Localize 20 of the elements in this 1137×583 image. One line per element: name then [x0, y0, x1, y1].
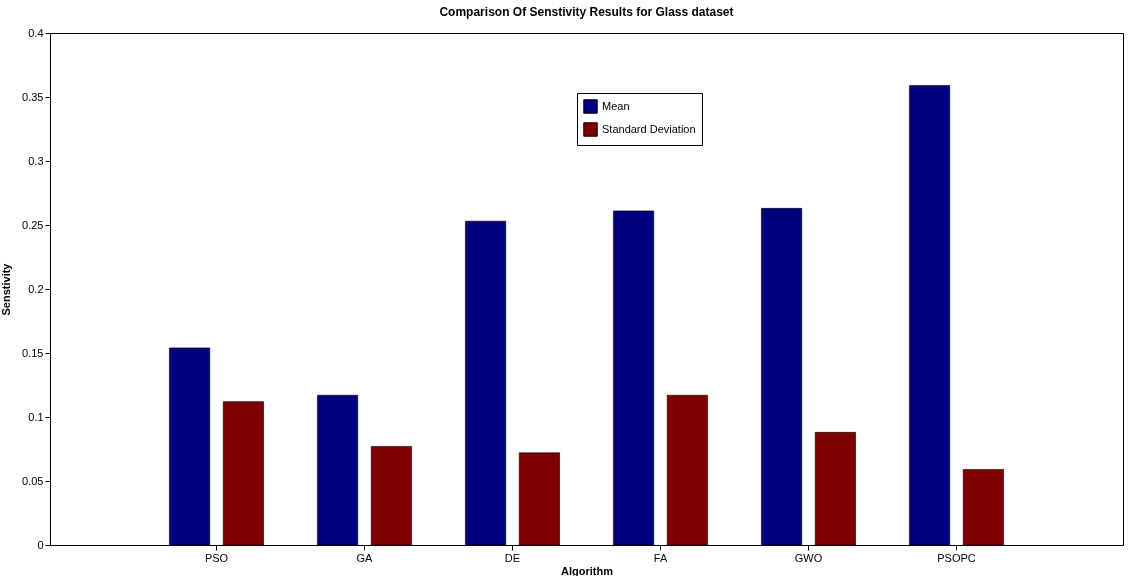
y-tick-label: 0.1 — [28, 410, 44, 423]
x-axis-title: Algorithm — [561, 564, 614, 577]
x-tick-label: GWO — [794, 551, 823, 564]
y-tick-label: 0.05 — [22, 474, 44, 487]
x-tick-label: PSO — [204, 551, 229, 564]
y-axis-title: Senstivity — [0, 262, 13, 316]
y-tick-label: 0.4 — [28, 26, 44, 39]
y-tick-label: 0.2 — [28, 282, 44, 295]
y-tick-label: 0 — [37, 538, 44, 551]
y-tick-label: 0.3 — [28, 154, 44, 167]
y-tick-label: 0.25 — [22, 218, 44, 231]
y-tick-label: 0.15 — [22, 346, 44, 359]
legend-label: Mean — [602, 99, 630, 112]
x-tick-label: PSOPC — [937, 551, 976, 564]
x-tick-label: GA — [356, 551, 374, 564]
legend-label: Standard Deviation — [602, 122, 696, 135]
x-tick-label: DE — [504, 551, 521, 564]
chart-title: Comparison Of Senstivity Results for Glass dataset — [439, 5, 734, 19]
y-tick-label: 0.35 — [22, 90, 44, 103]
x-tick-label: FA — [653, 551, 668, 564]
